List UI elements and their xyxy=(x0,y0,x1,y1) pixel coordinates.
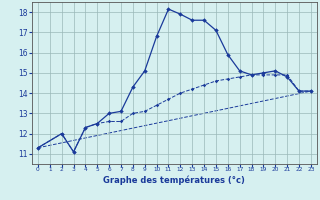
X-axis label: Graphe des températures (°c): Graphe des températures (°c) xyxy=(103,175,245,185)
